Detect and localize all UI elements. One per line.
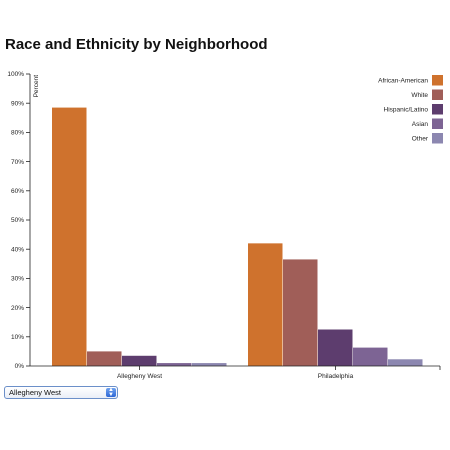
y-tick-label: 30% — [11, 276, 24, 283]
x-tick-label: Philadelphia — [318, 373, 354, 380]
y-tick-label: 80% — [11, 130, 24, 137]
bar — [192, 363, 227, 366]
neighborhood-select-value: Allegheny West — [9, 388, 61, 397]
bar — [122, 355, 157, 366]
y-tick-label: 50% — [11, 217, 24, 224]
bars — [52, 107, 423, 366]
legend-swatch — [432, 133, 443, 144]
legend-swatch — [432, 104, 443, 115]
bar — [353, 347, 388, 366]
legend-swatch — [432, 89, 443, 100]
up-down-arrows-icon[interactable]: ▲ ▼ — [106, 387, 116, 398]
y-axis-label: Percent — [33, 75, 40, 98]
bar — [52, 107, 87, 366]
x-tick-label: Allegheny West — [117, 373, 162, 380]
y-tick-label: 40% — [11, 246, 24, 253]
legend-label: African-American — [378, 78, 428, 85]
y-tick-label: 20% — [11, 305, 24, 312]
neighborhood-select[interactable]: Allegheny West ▲ ▼ — [4, 386, 118, 399]
bar — [318, 329, 353, 366]
bar — [248, 243, 283, 366]
legend-label: White — [411, 92, 428, 99]
legend-swatch — [432, 75, 443, 86]
legend-label: Hispanic/Latino — [384, 107, 429, 114]
y-tick-label: 0% — [15, 363, 25, 370]
x-axis: Allegheny West Philadelphia — [30, 365, 441, 380]
legend: African-American White Hispanic/Latino Asia… — [378, 75, 443, 144]
y-tick-label: 90% — [11, 100, 24, 107]
y-tick-label: 100% — [7, 71, 24, 78]
y-tick-label: 60% — [11, 188, 24, 195]
legend-label: Asian — [412, 121, 429, 128]
y-tick-label: 10% — [11, 334, 24, 341]
chart-title: Race and Ethnicity by Neighborhood — [5, 36, 268, 53]
y-tick-label: 70% — [11, 159, 24, 166]
y-axis: 0% 10% 20% 30% 40% 50% 60% 70% 80% 90% 100% — [7, 71, 31, 370]
bar — [388, 359, 423, 366]
legend-label: Other — [412, 136, 429, 143]
bar — [87, 351, 122, 366]
bar — [157, 363, 192, 366]
legend-swatch — [432, 118, 443, 129]
bar — [283, 259, 318, 366]
